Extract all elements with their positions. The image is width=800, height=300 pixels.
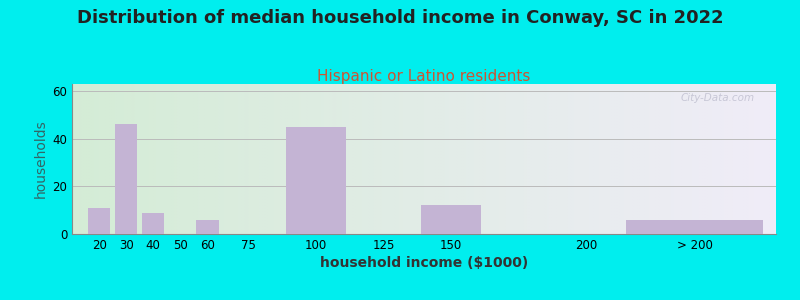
Bar — [286, 127, 346, 234]
Title: Hispanic or Latino residents: Hispanic or Latino residents — [318, 69, 530, 84]
Bar — [421, 206, 481, 234]
Bar — [142, 213, 165, 234]
Text: City-Data.com: City-Data.com — [681, 93, 755, 103]
Bar — [115, 124, 138, 234]
Y-axis label: households: households — [34, 120, 48, 198]
Text: Distribution of median household income in Conway, SC in 2022: Distribution of median household income … — [77, 9, 723, 27]
Bar — [626, 220, 763, 234]
Bar — [88, 208, 110, 234]
X-axis label: household income ($1000): household income ($1000) — [320, 256, 528, 270]
Bar — [196, 220, 218, 234]
